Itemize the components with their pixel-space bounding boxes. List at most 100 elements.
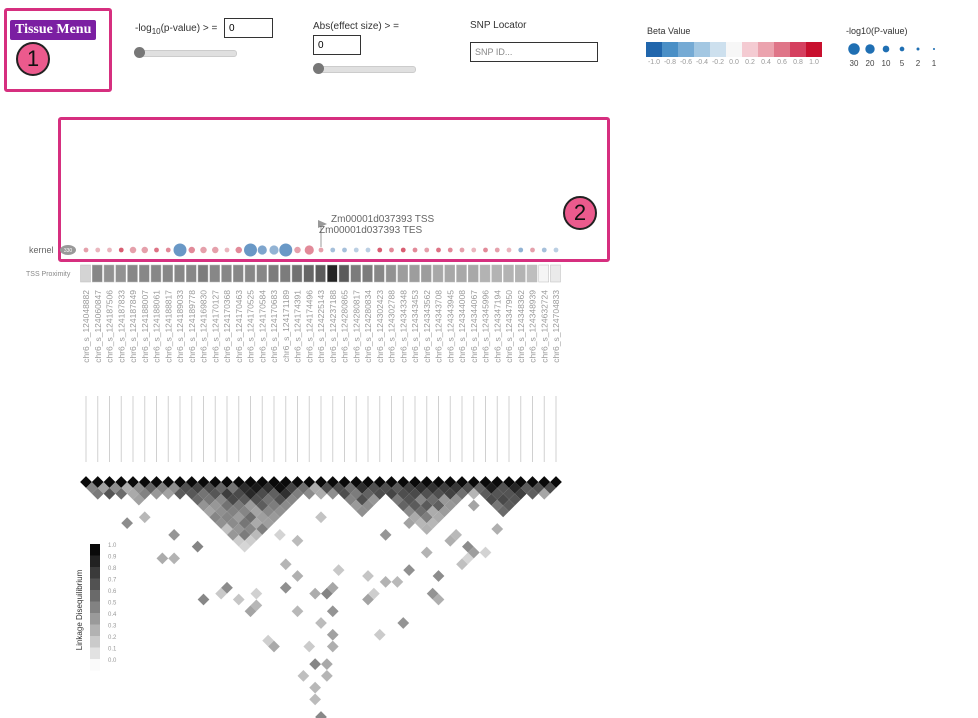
snp-id-label[interactable]: chr6_s_124060847	[93, 290, 103, 363]
snp-id-label[interactable]: chr6_s_124345996	[481, 290, 491, 363]
snp-association-dot[interactable]	[294, 246, 301, 254]
snp-id-label[interactable]: chr6_s_124048882	[81, 290, 91, 363]
snp-id-label[interactable]: chr6_s_124302788	[387, 290, 397, 363]
beta-tick-label: 0.6	[777, 59, 787, 66]
snp-id-label[interactable]: chr6_s_124174391	[293, 290, 303, 363]
snp-association-dot[interactable]	[129, 246, 137, 254]
snp-id-label[interactable]: chr6_s_124343348	[398, 290, 408, 363]
tissue-menu-button[interactable]: Tissue Menu	[10, 20, 97, 40]
snp-id-label[interactable]: chr6_s_124344008	[457, 290, 467, 363]
snp-id-label[interactable]: chr6_s_124170463	[234, 290, 244, 363]
pvalue-threshold-input[interactable]	[224, 18, 273, 38]
snp-id-label[interactable]: chr6_s_124188817	[163, 290, 173, 363]
snp-association-dot[interactable]	[173, 243, 187, 257]
ld-cell	[326, 640, 339, 653]
ld-legend-swatch	[90, 578, 100, 590]
snp-association-dot[interactable]	[353, 247, 359, 253]
snp-association-dot[interactable]	[244, 243, 257, 257]
pvalue-legend-dot	[916, 47, 920, 51]
snp-id-label[interactable]: chr6_s_124347950	[504, 290, 514, 363]
snp-id-label[interactable]: chr6_s_124187506	[105, 290, 115, 363]
tss-proximity-cell	[127, 264, 138, 283]
snp-id-label[interactable]: chr6_s_124170525	[246, 290, 256, 363]
snp-id-label[interactable]: chr6_s_124187849	[128, 290, 138, 363]
pvalue-slider-thumb[interactable]	[134, 47, 145, 58]
snp-id-label[interactable]: chr6_s_124169830	[199, 290, 209, 363]
snp-id-label[interactable]: chr6_s_124280834	[363, 290, 373, 363]
snp-id-label[interactable]: chr6_s_124187833	[116, 290, 126, 363]
effect-threshold-input[interactable]	[313, 35, 361, 55]
snp-association-dot[interactable]	[107, 247, 112, 253]
snp-id-label[interactable]: chr6_s_124189778	[187, 290, 197, 363]
snp-id-label[interactable]: chr6_s_124347194	[492, 290, 502, 363]
snp-association-dot[interactable]	[279, 243, 293, 257]
snp-id-label[interactable]: chr6_s_124188007	[140, 290, 150, 363]
snp-id-label[interactable]: chr6_s_124348939	[528, 290, 538, 363]
ld-cell	[467, 546, 480, 559]
snp-id-label[interactable]: chr6_s_124632724	[539, 290, 549, 363]
snp-association-dot[interactable]	[483, 247, 488, 253]
snp-association-dot[interactable]	[83, 247, 89, 253]
ld-cell	[303, 640, 316, 653]
snp-id-label[interactable]: chr6_s_124280865	[340, 290, 350, 363]
snp-id-label[interactable]: chr6_s_124280817	[351, 290, 361, 363]
snp-association-dot[interactable]	[235, 246, 242, 254]
snp-id-label[interactable]: chr6_s_124343708	[434, 290, 444, 363]
snp-id-label[interactable]: chr6_s_124170683	[269, 290, 279, 363]
snp-association-dot[interactable]	[165, 247, 171, 253]
snp-id-label[interactable]: chr6_s_124171189	[281, 290, 291, 362]
snp-id-label[interactable]: chr6_s_124174496	[304, 290, 314, 363]
snp-association-dot[interactable]	[412, 247, 418, 253]
snp-id-label[interactable]: chr6_s_124188061	[152, 290, 162, 363]
snp-association-dot[interactable]	[506, 247, 512, 253]
snp-association-dot[interactable]	[541, 247, 547, 253]
snp-association-dot[interactable]	[342, 247, 347, 253]
snp-association-dot[interactable]	[188, 246, 195, 254]
snp-id-label[interactable]: chr6_s_124225143	[316, 290, 326, 363]
snp-id-label[interactable]: chr6_s_124348362	[516, 290, 526, 363]
snp-id-label[interactable]: chr6_s_124237188	[328, 290, 338, 363]
ld-cell	[321, 658, 333, 670]
snp-association-dot[interactable]	[447, 247, 453, 253]
effect-slider-thumb[interactable]	[313, 63, 324, 74]
snp-association-dot[interactable]	[471, 247, 477, 253]
snp-association-dot[interactable]	[141, 246, 148, 254]
ld-cell	[315, 711, 327, 718]
snp-id-label[interactable]: chr6_s_124170584	[257, 290, 267, 363]
pvalue-legend-tick: 2	[916, 59, 921, 68]
snp-association-dot[interactable]	[95, 247, 101, 253]
ld-cell	[321, 670, 333, 682]
snp-id-label[interactable]: chr6_s_124344067	[469, 290, 479, 363]
snp-association-dot[interactable]	[118, 247, 124, 253]
snp-association-dot[interactable]	[304, 245, 314, 255]
snp-association-dot[interactable]	[365, 247, 371, 253]
snp-association-dot[interactable]	[553, 247, 559, 253]
snp-association-dot[interactable]	[318, 247, 324, 253]
snp-id-label[interactable]: chr6_s_124343945	[445, 290, 455, 363]
snp-association-dot[interactable]	[424, 247, 430, 253]
snp-association-dot[interactable]	[330, 247, 336, 253]
snp-association-dot[interactable]	[269, 245, 279, 255]
snp-association-dot[interactable]	[389, 247, 394, 253]
snp-association-dot[interactable]	[224, 247, 230, 253]
snp-id-label[interactable]: chr6_s_124170368	[222, 290, 232, 363]
snp-association-dot[interactable]	[530, 247, 535, 253]
snp-id-label[interactable]: chr6_s_124189033	[175, 290, 185, 363]
snp-association-dot[interactable]	[257, 245, 267, 255]
snp-id-label[interactable]: chr6_s_124343562	[422, 290, 432, 363]
snp-association-dot[interactable]	[436, 247, 441, 253]
snp-association-dot[interactable]	[400, 247, 406, 253]
ld-cell	[168, 552, 180, 565]
snp-association-dot[interactable]	[377, 247, 383, 253]
snp-association-dot[interactable]	[200, 246, 207, 254]
snp-association-dot[interactable]	[518, 247, 524, 253]
snp-id-label[interactable]: chr6_s_124343453	[410, 290, 420, 363]
snp-id-label[interactable]: chr6_s_124170127	[210, 290, 220, 363]
snp-association-dot[interactable]	[459, 247, 465, 253]
snp-association-dot[interactable]	[494, 247, 500, 253]
snp-association-dot[interactable]	[212, 246, 219, 254]
snp-association-dot[interactable]	[154, 247, 159, 253]
snp-search-input[interactable]	[470, 42, 598, 62]
snp-id-label[interactable]: chr6_s_124704833	[551, 290, 561, 363]
snp-id-label[interactable]: chr6_s_124302423	[375, 290, 385, 363]
